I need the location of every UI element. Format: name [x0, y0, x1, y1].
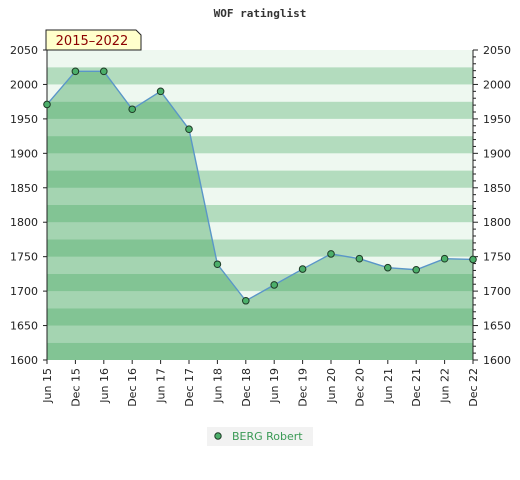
x-tick-label: Jun 20 — [325, 368, 338, 404]
series-line — [46, 70, 474, 302]
y-tick-label: 2050 — [10, 44, 38, 57]
y-axis-left-labels: 1600 1650 1700 1750 1800 1850 1900 1950 2000 2050 — [10, 44, 38, 367]
grid-band — [47, 239, 473, 257]
x-tick-label: Jun 16 — [98, 368, 111, 404]
x-tick-label: Jun 22 — [439, 368, 452, 404]
x-tick-label: Dec 19 — [297, 368, 310, 407]
y-tick-label: 1700 — [483, 285, 511, 298]
period-badge-box — [45, 29, 142, 51]
y-tick-label: 1800 — [10, 216, 38, 229]
y-tick-label: 2050 — [483, 44, 511, 57]
series-line-path — [46, 70, 474, 302]
grid-band — [47, 67, 473, 85]
grid-band — [47, 101, 473, 119]
grid-band — [47, 325, 473, 343]
y-tick-label: 1650 — [10, 320, 38, 333]
y-tick-label: 1800 — [483, 216, 511, 229]
data-point — [298, 265, 307, 273]
y-tick-label: 1600 — [10, 354, 38, 367]
x-tick-label: Dec 22 — [467, 368, 480, 407]
x-tick-label: Dec 15 — [69, 368, 82, 407]
legend: BERG Robert — [207, 427, 313, 446]
grid-band — [47, 153, 473, 171]
data-point — [213, 260, 222, 269]
data-point — [355, 254, 364, 263]
y-tick-label: 1950 — [10, 113, 38, 126]
grid-band — [47, 50, 473, 68]
x-tick-label: Jun 15 — [41, 368, 54, 404]
data-point — [100, 67, 108, 76]
area-fill — [47, 71, 473, 360]
y-tick-label: 2000 — [10, 78, 38, 91]
grid-band — [47, 342, 473, 360]
chart-title: WOF ratinglist — [214, 7, 307, 20]
x-tick-label: Jun 21 — [382, 368, 395, 404]
legend-marker-icon — [214, 432, 222, 440]
y-tick-label: 1700 — [10, 285, 38, 298]
y-tick-label: 1750 — [483, 251, 511, 264]
data-point — [412, 265, 421, 274]
y-tick-label: 1650 — [483, 320, 511, 333]
y-tick-label: 2000 — [483, 78, 511, 91]
grid-band — [47, 118, 473, 137]
data-point — [43, 100, 51, 109]
data-point — [242, 296, 250, 305]
data-point — [384, 263, 392, 272]
data-point — [185, 125, 193, 134]
y-tick-label: 1600 — [483, 354, 511, 367]
grid-band — [47, 84, 473, 102]
grid-band — [47, 222, 473, 240]
series-markers — [43, 67, 477, 305]
x-tick-label: Jun 18 — [211, 368, 224, 404]
y-tick-label: 1850 — [10, 182, 38, 195]
legend-box — [207, 427, 313, 446]
legend-label: BERG Robert — [232, 430, 303, 443]
period-badge: 2015–2022 — [45, 29, 142, 51]
y-axis-right-labels: 1600 1650 1700 1750 1800 1850 1900 1950 2000 2050 — [483, 44, 511, 367]
y-tick-label: 1950 — [483, 113, 511, 126]
data-point — [270, 281, 279, 289]
grid-band — [47, 205, 473, 223]
grid-band — [47, 187, 473, 205]
grid-band — [47, 136, 473, 154]
data-point — [327, 250, 335, 258]
data-point — [156, 87, 165, 96]
x-tick-label: Dec 16 — [126, 368, 139, 407]
y-tick-label: 1850 — [483, 182, 511, 195]
y-tick-label: 1900 — [483, 147, 511, 160]
grid-band — [47, 273, 473, 292]
y-tick-label: 1750 — [10, 251, 38, 264]
x-tick-label: Dec 17 — [183, 368, 196, 407]
data-point — [469, 255, 477, 264]
data-point — [440, 254, 449, 263]
x-tick-label: Jun 19 — [268, 368, 281, 404]
grid-band — [47, 291, 473, 309]
data-point — [71, 67, 80, 76]
x-tick-label: Dec 21 — [410, 368, 423, 407]
x-tick-label: Dec 20 — [353, 368, 366, 407]
background-bands — [47, 50, 473, 360]
data-point — [128, 105, 136, 114]
x-axis-labels: Jun 15 Dec 15 Jun 16 Dec 16 Jun 17 Dec 17 Jun … — [41, 368, 480, 407]
period-badge-label: 2015–2022 — [56, 34, 129, 49]
y-tick-label: 1900 — [10, 147, 38, 160]
x-tick-label: Dec 18 — [240, 368, 253, 407]
area-fill-path — [47, 71, 473, 360]
grid-band — [47, 308, 473, 326]
x-tick-label: Jun 17 — [155, 368, 168, 404]
grid-band — [47, 170, 473, 188]
